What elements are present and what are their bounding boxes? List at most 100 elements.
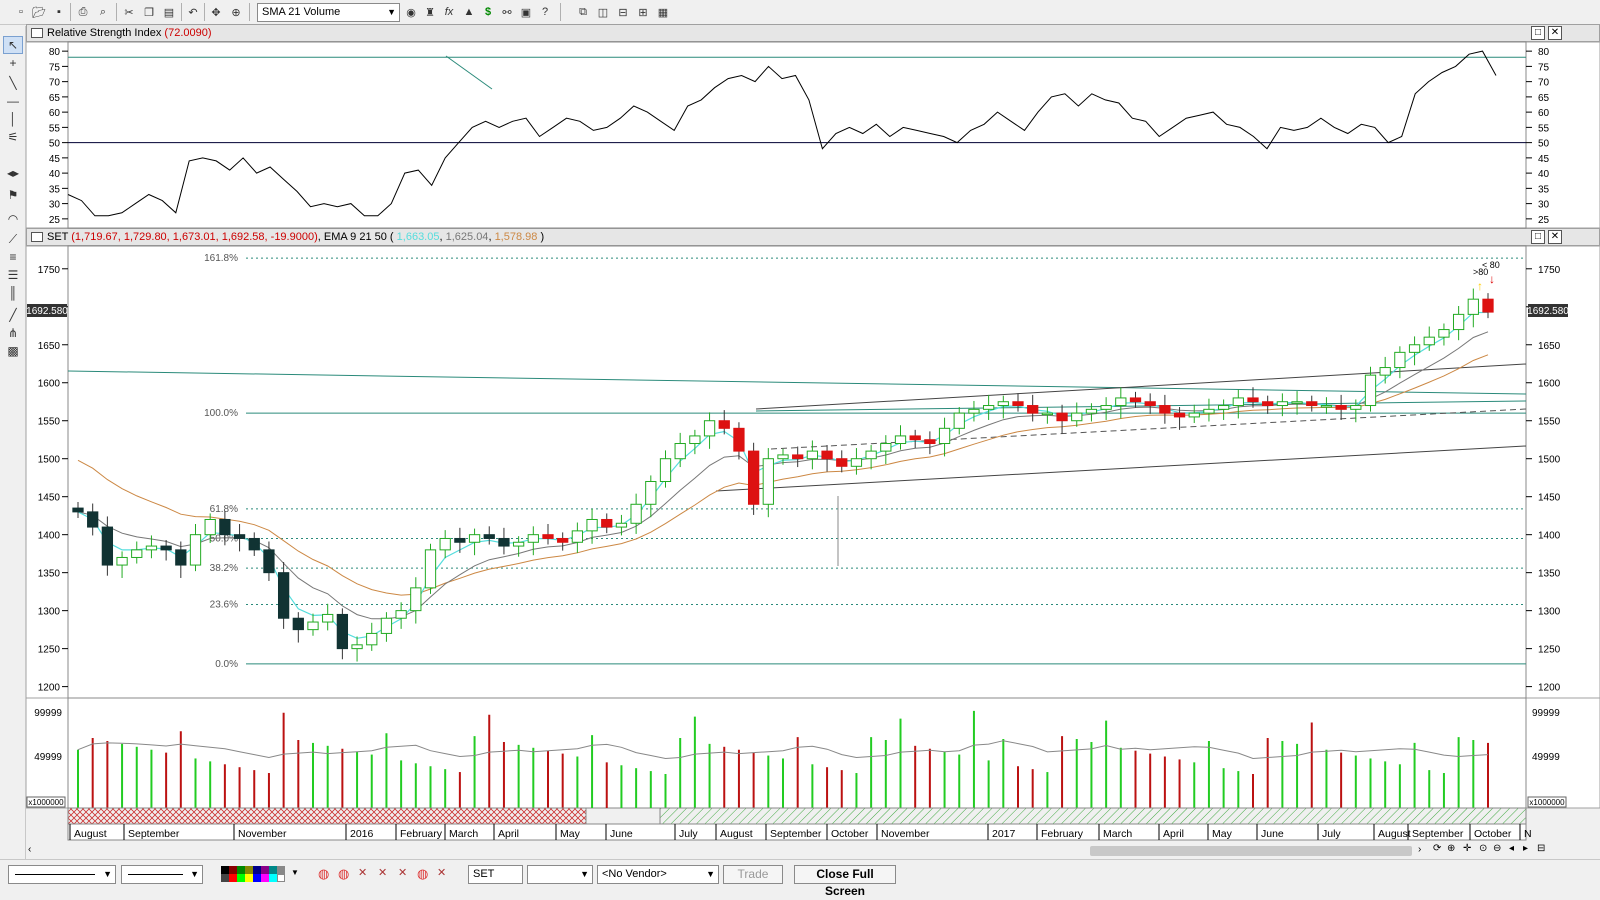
candlestick — [483, 526, 495, 545]
browser-icon[interactable]: ◍ — [338, 866, 350, 881]
refresh-icon[interactable]: ⟳ — [1433, 843, 1442, 854]
candle-body — [982, 405, 995, 410]
signal-label: >80 — [1473, 267, 1488, 277]
candle-body — [145, 545, 158, 551]
fib-level-label: 38.2% — [210, 563, 238, 574]
flag-icon[interactable]: ⚑ — [7, 188, 19, 202]
zoom-all-icon[interactable]: ✛ — [1463, 843, 1472, 854]
undo-icon[interactable]: ↶ — [188, 6, 198, 19]
scroll-right-icon[interactable]: › — [1418, 844, 1422, 855]
scroll-thumb[interactable] — [1090, 846, 1412, 856]
print-preview-icon[interactable]: ⌕ — [99, 5, 107, 18]
expert-icon[interactable]: ♜ — [425, 6, 435, 19]
price-tick-label: 1650 — [1538, 341, 1561, 352]
close-icon[interactable]: ✕ — [1548, 26, 1562, 40]
candlestick — [1188, 404, 1200, 424]
trade-button[interactable]: Trade — [723, 865, 783, 884]
trendline-icon[interactable]: ╲ — [9, 76, 17, 90]
print-icon[interactable]: ⎙ — [78, 5, 88, 18]
price-tick-label: 1750 — [1538, 265, 1561, 276]
zoom-in-icon[interactable]: ⊕ — [1447, 843, 1456, 854]
split-icon[interactable]: ◂▸ — [6, 166, 20, 180]
save-icon[interactable]: ▪ — [57, 6, 61, 18]
sys-test-icon[interactable]: ▲ — [463, 6, 475, 18]
pitchfork-icon[interactable]: ⋔ — [7, 326, 19, 340]
candle-body — [1012, 401, 1024, 407]
rsi-tick-label: 80 — [49, 47, 61, 58]
scroll-next-icon[interactable]: ▸ — [1523, 843, 1529, 854]
explorer-icon[interactable]: ⚯ — [502, 6, 512, 19]
chart-area[interactable]: 80 75 70 65 60 55 50 45 40 35 30 25 80 75 70 65 60 55 50 4… — [26, 26, 1600, 846]
rsi-axis-right: 80 75 70 65 60 55 50 45 40 35 30 25 — [1526, 47, 1550, 226]
excel-icon[interactable]: ✕ — [378, 867, 388, 879]
excel-icon[interactable]: ✕ — [398, 867, 408, 879]
fib-extension-icon[interactable]: ☰ — [7, 268, 19, 282]
candlestick — [703, 412, 716, 449]
candlestick — [468, 528, 481, 556]
candlesticks — [72, 288, 1494, 662]
scroll-prev-icon[interactable]: ◂ — [1509, 843, 1515, 854]
time-zones-icon[interactable]: ║ — [8, 286, 18, 300]
price-tick-label: 1750 — [38, 265, 61, 276]
indicator-settings-icon[interactable]: ◉ — [406, 6, 416, 19]
vendor-select[interactable]: <No Vendor> ▼ — [597, 865, 719, 884]
help-icon[interactable]: ? — [541, 6, 549, 18]
formula-icon[interactable]: fx — [444, 6, 454, 18]
grid-tool-icon[interactable]: ▩ — [7, 344, 19, 358]
zoom-icon[interactable]: ⊕ — [231, 6, 241, 19]
fibonacci-icon[interactable]: ≡ — [9, 250, 17, 264]
arrange-icon[interactable]: ▦ — [657, 6, 669, 19]
pointer-icon[interactable]: ↖ — [3, 36, 23, 54]
excel-icon[interactable]: ✕ — [437, 867, 447, 879]
chevron-down-icon[interactable]: ▼ — [291, 868, 299, 877]
browser-icon[interactable]: ◍ — [318, 866, 330, 881]
rsi-title: Relative Strength Index — [47, 27, 162, 39]
candle-body — [395, 610, 407, 619]
arc-icon[interactable]: ◠ — [7, 212, 19, 226]
pane-toggle-icon[interactable]: ⊟ — [1537, 843, 1546, 854]
candlestick — [498, 527, 510, 555]
tile-vertical-icon[interactable]: ◫ — [597, 6, 609, 19]
cut-icon[interactable]: ✂ — [124, 6, 134, 19]
rsi-tick-label: 75 — [49, 62, 61, 73]
tile-horizontal-icon[interactable]: ⊟ — [618, 6, 628, 19]
maximize-icon[interactable]: □ — [1531, 26, 1545, 40]
excel-icon[interactable]: ✕ — [358, 867, 368, 879]
line-weight-select[interactable]: ▼ — [121, 865, 203, 884]
scroll-left-icon[interactable]: ‹ — [28, 844, 32, 855]
candle-body — [1364, 374, 1377, 407]
indicator-select[interactable]: SMA 21 Volume ▼ — [257, 3, 400, 22]
browser-icon[interactable]: ◍ — [417, 866, 429, 881]
open-folder-icon[interactable]: 📂︎ — [32, 6, 46, 19]
candlestick — [909, 429, 921, 449]
line-style-select[interactable]: ▼ — [8, 865, 116, 884]
fan-icon[interactable]: ⟋ — [8, 231, 18, 246]
candlestick — [336, 608, 349, 660]
candle-body — [747, 450, 760, 505]
symbol-field[interactable]: SET — [468, 865, 523, 884]
candle-body — [1027, 405, 1039, 414]
vertical-line-icon[interactable]: │ — [9, 112, 17, 126]
close-full-screen-button[interactable]: Close Full Screen — [794, 865, 896, 898]
candle-body — [1203, 408, 1215, 414]
copy-icon[interactable]: ❐ — [144, 6, 154, 19]
dollar-icon[interactable]: $ — [484, 6, 492, 18]
zoom-out-icon[interactable]: ⊖ — [1493, 843, 1502, 854]
move-icon[interactable]: ✥ — [211, 6, 221, 19]
crosshair-icon[interactable]: + — [9, 56, 17, 70]
maximize-icon[interactable]: □ — [1531, 230, 1545, 244]
chart-window-icon[interactable]: ▣ — [520, 6, 532, 19]
zoom-reset-icon[interactable]: ⊙ — [1479, 843, 1488, 854]
horizontal-scrollbar[interactable]: ‹ › ⟳ ⊕ ✛ ⊙ ⊖ ◂ ▸ ⊟ — [26, 843, 1600, 858]
period-select[interactable]: ▼ — [527, 865, 593, 884]
close-icon[interactable]: ✕ — [1548, 230, 1562, 244]
color-palette[interactable] — [221, 866, 289, 882]
tile-grid-icon[interactable]: ⊞ — [638, 6, 648, 19]
new-file-icon[interactable]: ▫ — [19, 6, 23, 18]
cascade-icon[interactable]: ⧉ — [579, 5, 587, 18]
line-tool-icon[interactable]: ╱ — [9, 308, 17, 322]
cycle-lines-icon[interactable]: ⚟ — [7, 130, 19, 144]
candle-body — [821, 450, 833, 460]
paste-icon[interactable]: ▤ — [163, 6, 175, 19]
horizontal-line-icon[interactable]: — — [7, 94, 19, 108]
